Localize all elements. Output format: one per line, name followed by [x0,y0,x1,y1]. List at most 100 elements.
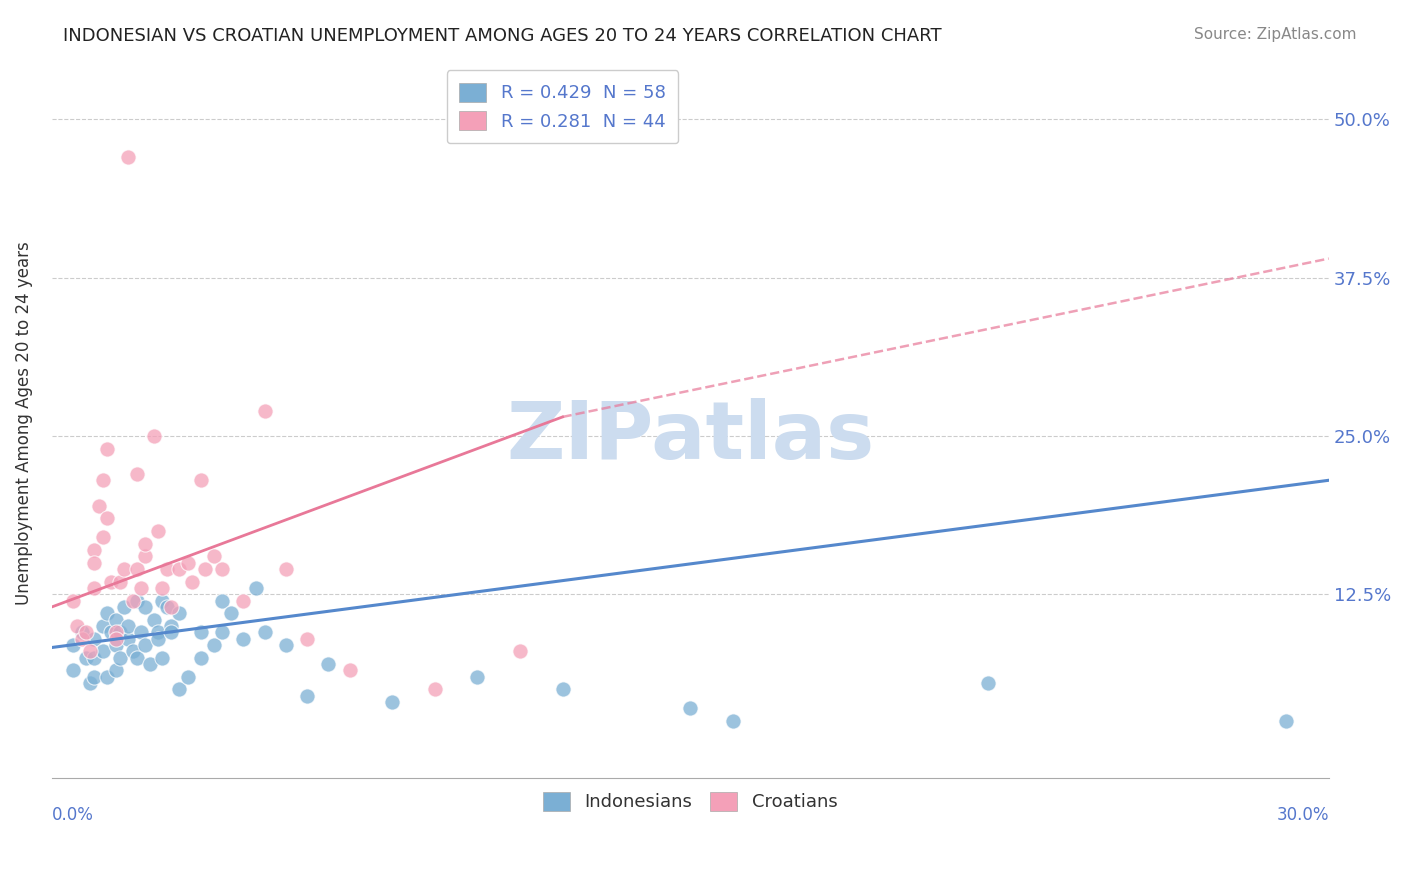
Point [381,695,404,709]
Point [177,670,200,684]
Point [138,657,160,671]
Point [202,638,225,652]
Point [70,625,93,640]
Point [152,593,174,607]
Point [721,714,744,728]
Point [211,625,233,640]
Point [104,613,127,627]
Y-axis label: Unemployment Among Ages 20 to 24 years: Unemployment Among Ages 20 to 24 years [15,242,32,605]
Point [551,682,574,697]
Point [104,663,127,677]
Point [169,682,191,697]
Point [146,632,169,646]
Point [96,511,118,525]
Point [104,625,127,640]
Point [423,682,446,697]
Text: ZIPatlas: ZIPatlas [506,399,875,476]
Point [190,473,212,487]
Point [169,607,191,621]
Point [181,574,204,589]
Point [190,625,212,640]
Point [108,625,131,640]
Point [104,632,127,646]
Point [160,625,183,640]
Point [190,650,212,665]
Point [232,632,254,646]
Point [295,689,318,703]
Point [117,632,139,646]
Text: INDONESIAN VS CROATIAN UNEMPLOYMENT AMONG AGES 20 TO 24 YEARS CORRELATION CHART: INDONESIAN VS CROATIAN UNEMPLOYMENT AMON… [63,27,942,45]
Point [121,644,143,658]
Point [83,581,105,595]
Point [253,403,276,417]
Point [108,650,131,665]
Point [160,619,183,633]
Point [112,562,135,576]
Point [117,150,139,164]
Point [274,638,297,652]
Point [62,593,84,607]
Point [125,650,148,665]
Point [96,607,118,621]
Point [211,562,233,576]
Point [87,499,110,513]
Point [125,562,148,576]
Point [177,556,200,570]
Point [467,670,489,684]
Point [156,562,179,576]
Point [100,625,122,640]
Point [96,670,118,684]
Text: 0.0%: 0.0% [52,806,94,824]
Point [134,599,156,614]
Point [66,619,89,633]
Point [152,650,174,665]
Point [70,632,93,646]
Point [245,581,267,595]
Text: Source: ZipAtlas.com: Source: ZipAtlas.com [1194,27,1357,42]
Point [211,593,233,607]
Point [96,442,118,456]
Point [509,644,531,658]
Point [83,543,105,558]
Point [117,619,139,633]
Point [100,574,122,589]
Point [169,562,191,576]
Point [125,467,148,481]
Point [318,657,340,671]
Point [83,556,105,570]
Point [194,562,217,576]
Point [79,676,101,690]
Point [75,625,97,640]
Point [91,530,114,544]
Point [152,581,174,595]
Point [142,429,165,443]
Point [339,663,361,677]
Point [91,644,114,658]
Legend: Indonesians, Croatians: Indonesians, Croatians [536,785,845,819]
Point [91,473,114,487]
Point [274,562,297,576]
Text: 30.0%: 30.0% [1277,806,1329,824]
Point [121,593,143,607]
Point [679,701,702,715]
Point [142,613,165,627]
Point [108,574,131,589]
Point [232,593,254,607]
Point [91,619,114,633]
Point [146,625,169,640]
Point [129,625,152,640]
Point [134,536,156,550]
Point [62,638,84,652]
Point [134,638,156,652]
Point [295,632,318,646]
Point [83,650,105,665]
Point [104,638,127,652]
Point [977,676,1000,690]
Point [219,607,242,621]
Point [202,549,225,564]
Point [83,670,105,684]
Point [125,593,148,607]
Point [83,632,105,646]
Point [146,524,169,538]
Point [79,644,101,658]
